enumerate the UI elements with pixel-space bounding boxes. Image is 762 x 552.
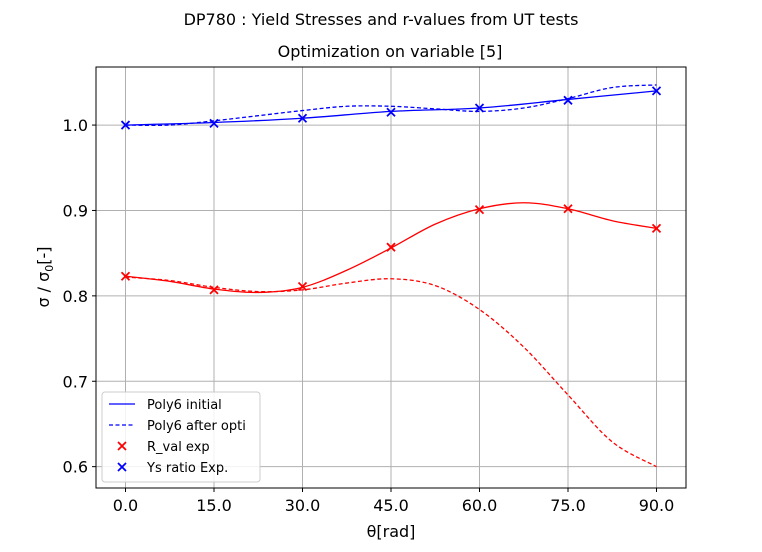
legend-swatch-marker xyxy=(117,441,127,451)
marker-stroke xyxy=(474,103,485,113)
r-value-exp-point xyxy=(651,223,662,234)
legend-box xyxy=(101,391,261,483)
legend-entry: Poly6 initial xyxy=(109,398,222,413)
marker-stroke xyxy=(651,223,662,234)
marker-stroke xyxy=(209,118,219,128)
x-tick-label: 30.0 xyxy=(285,496,321,515)
x-tick-label: 90.0 xyxy=(639,496,675,515)
legend: Poly6 initial Poly6 after opti R_val exp Ys… xyxy=(101,391,261,483)
yield-ratio-exp-point xyxy=(297,113,308,123)
legend-entry: Poly6 after opti xyxy=(109,419,246,434)
r-value-exp-point xyxy=(386,242,396,252)
r-value-exp-point xyxy=(474,204,485,215)
x-tick-label: 0.0 xyxy=(113,496,138,515)
marker-stroke xyxy=(563,204,573,214)
yield-ratio-exp-point xyxy=(120,120,131,130)
y-tick-label: 1.0 xyxy=(63,116,88,135)
x-tick-label: 75.0 xyxy=(550,496,586,515)
yield-ratio-exp-point xyxy=(386,107,396,117)
x-tick-label: 45.0 xyxy=(373,496,409,515)
yield-ratio-exp-point xyxy=(651,86,662,96)
legend-entry: Ys ratio Exp. xyxy=(117,461,228,476)
legend-label: Poly6 after opti xyxy=(147,419,246,434)
legend-label: Poly6 initial xyxy=(147,398,222,413)
marker-stroke xyxy=(120,120,131,130)
legend-entry: R_val exp xyxy=(117,440,210,455)
y-axis-label-main: σ / σ xyxy=(34,272,53,308)
marker-stroke xyxy=(386,242,396,252)
tick-layer: 0.0 15.0 30.0 45.0 60.0 75.0 90.0 0.6 0.7 0.8 0.9 1… xyxy=(63,116,675,515)
r-value-exp-point xyxy=(120,271,131,281)
marker-stroke xyxy=(297,281,308,292)
marker-stroke xyxy=(474,204,485,215)
marker-stroke xyxy=(117,441,127,451)
marker-stroke xyxy=(297,113,308,123)
y-tick-label: 0.6 xyxy=(63,458,88,477)
y-tick-label: 0.7 xyxy=(63,372,88,391)
x-axis-label: θ[rad] xyxy=(367,522,416,541)
marker-stroke xyxy=(117,462,127,472)
r-value-exp-point xyxy=(297,281,308,292)
marker-stroke xyxy=(209,285,219,295)
marker-stroke xyxy=(120,271,131,281)
yield-ratio-exp-point xyxy=(563,95,573,105)
yield-ratio-optimized-curve xyxy=(125,84,657,127)
y-tick-label: 0.8 xyxy=(63,287,88,306)
marker-layer xyxy=(120,86,662,295)
x-tick-label: 15.0 xyxy=(196,496,232,515)
legend-swatch-marker xyxy=(117,462,127,472)
marker-stroke xyxy=(651,86,662,96)
y-tick-label: 0.9 xyxy=(63,201,88,220)
x-axis-label-text: θ[rad] xyxy=(367,522,416,541)
legend-label: R_val exp xyxy=(147,440,210,455)
y-axis-label: σ / σ0[-] xyxy=(34,246,56,307)
figure-suptitle: DP780 : Yield Stresses and r-values from… xyxy=(184,10,579,29)
y-axis-label-sub: 0 xyxy=(43,265,56,272)
yield-ratio-exp-point xyxy=(474,103,485,113)
r-value-exp-point xyxy=(563,204,573,214)
x-tick-label: 60.0 xyxy=(462,496,498,515)
yield-ratio-exp-point xyxy=(209,118,219,128)
chart-title: Optimization on variable [5] xyxy=(278,42,503,61)
marker-stroke xyxy=(386,107,396,117)
marker-stroke xyxy=(563,95,573,105)
r-value-optimized-curve xyxy=(125,276,657,468)
r-value-exp-point xyxy=(209,285,219,295)
legend-label: Ys ratio Exp. xyxy=(146,461,228,476)
y-axis-label-tail: [-] xyxy=(34,246,53,264)
